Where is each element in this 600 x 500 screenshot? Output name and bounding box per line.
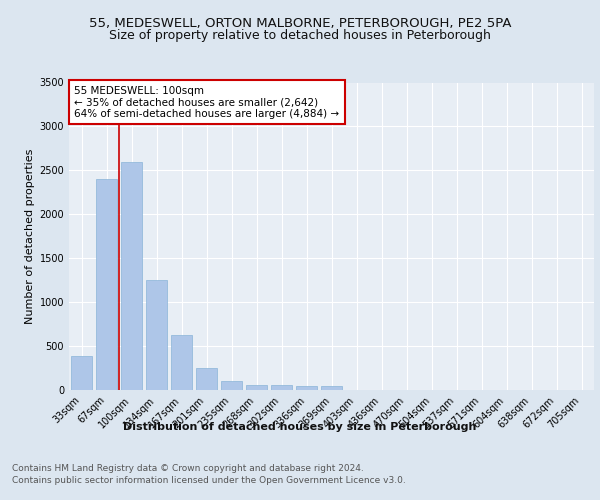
Bar xyxy=(196,368,217,390)
Text: Distribution of detached houses by size in Peterborough: Distribution of detached houses by size … xyxy=(124,422,476,432)
Text: Size of property relative to detached houses in Peterborough: Size of property relative to detached ho… xyxy=(109,29,491,42)
Text: Contains HM Land Registry data © Crown copyright and database right 2024.: Contains HM Land Registry data © Crown c… xyxy=(12,464,364,473)
Bar xyxy=(321,386,342,390)
Text: 55, MEDESWELL, ORTON MALBORNE, PETERBOROUGH, PE2 5PA: 55, MEDESWELL, ORTON MALBORNE, PETERBORO… xyxy=(89,18,511,30)
Bar xyxy=(246,384,267,390)
Bar xyxy=(221,381,242,390)
Text: Contains public sector information licensed under the Open Government Licence v3: Contains public sector information licen… xyxy=(12,476,406,485)
Bar xyxy=(146,280,167,390)
Bar xyxy=(96,179,117,390)
Bar xyxy=(71,356,92,390)
Bar xyxy=(171,334,192,390)
Bar xyxy=(271,385,292,390)
Bar xyxy=(121,162,142,390)
Bar xyxy=(296,386,317,390)
Y-axis label: Number of detached properties: Number of detached properties xyxy=(25,148,35,324)
Text: 55 MEDESWELL: 100sqm
← 35% of detached houses are smaller (2,642)
64% of semi-de: 55 MEDESWELL: 100sqm ← 35% of detached h… xyxy=(74,86,340,119)
